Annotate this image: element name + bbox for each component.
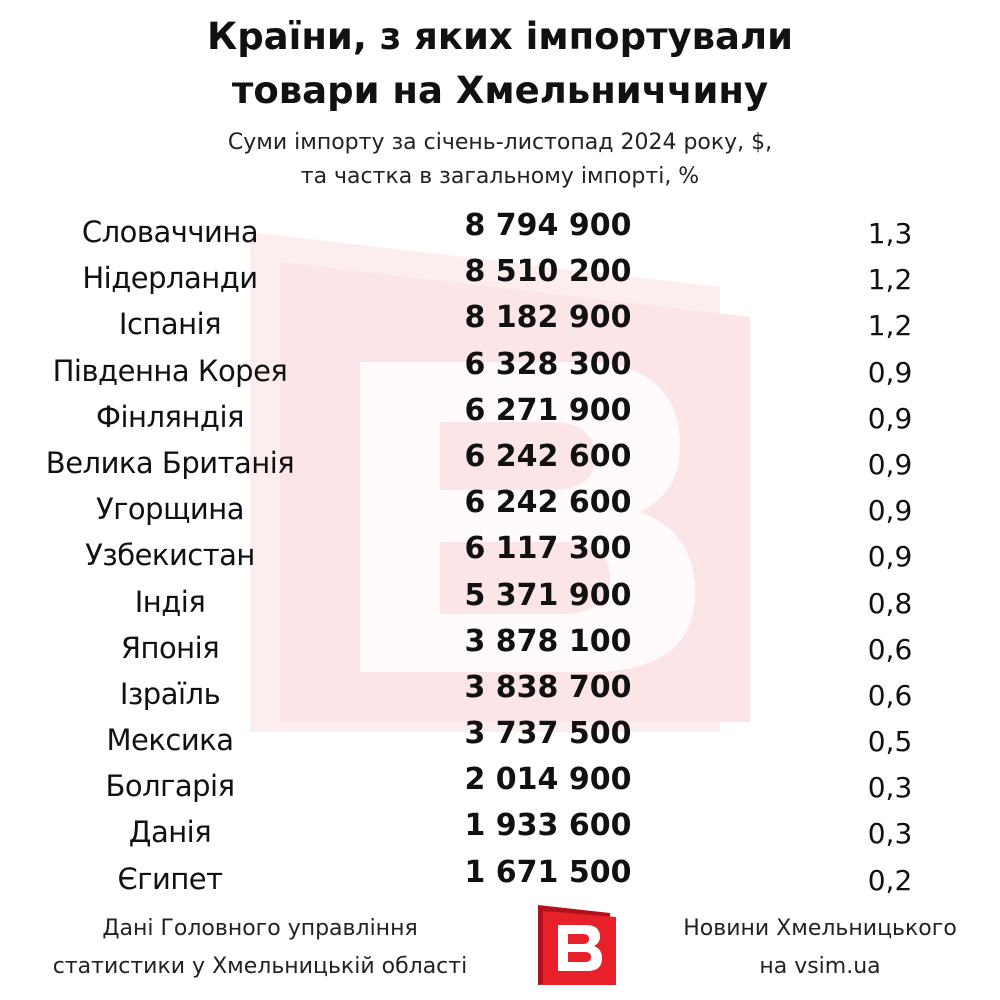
country-label: Велика Британія bbox=[45, 445, 295, 480]
share-label: 0,6 bbox=[867, 678, 913, 712]
country-label: Індія bbox=[134, 584, 206, 619]
share-label: 0,9 bbox=[867, 494, 913, 528]
share-label: 0,9 bbox=[867, 401, 913, 435]
footer-source-line-2: статистики у Хмельницькій області bbox=[52, 954, 468, 979]
import-amount-label: 6 271 900 bbox=[464, 392, 632, 428]
chart-title-line-1: Країни, з яких імпортували bbox=[206, 15, 794, 58]
table-row: Єгипет 1 671 500 0,2 bbox=[0, 853, 1000, 899]
table-row: Нідерланди 8 510 200 1,2 bbox=[0, 252, 1000, 298]
country-label: Мексика bbox=[106, 723, 234, 758]
footer-publisher-line-2: на vsim.ua bbox=[759, 954, 881, 979]
import-amount-label: 6 117 300 bbox=[464, 531, 632, 567]
import-amount-label: 8 794 900 bbox=[464, 208, 632, 243]
watermark-logo-icon bbox=[250, 232, 750, 732]
country-label: Південна Корея bbox=[52, 353, 288, 388]
table-row: Фінляндія 6 271 900 0,9 bbox=[0, 391, 1000, 437]
import-amount-label: 8 510 200 bbox=[464, 254, 632, 290]
import-amount-label: 5 371 900 bbox=[464, 577, 632, 613]
share-label: 0,5 bbox=[867, 725, 913, 759]
share-label: 0,3 bbox=[867, 817, 913, 851]
table-row: Японія 3 878 100 0,6 bbox=[0, 622, 1000, 668]
share-label: 0,8 bbox=[867, 586, 913, 620]
share-label: 1,2 bbox=[867, 309, 913, 343]
import-table: Словаччина 8 794 900 1,3 Нідерланди 8 510 20… bbox=[0, 206, 1000, 899]
country-label: Угорщина bbox=[96, 492, 244, 527]
country-label: Іспанія bbox=[118, 307, 222, 342]
country-label: Узбекистан bbox=[85, 538, 255, 573]
footer-source: Дані Головного управління статистики у Х… bbox=[0, 910, 520, 986]
table-row: Ізраїль 3 838 700 0,6 bbox=[0, 668, 1000, 714]
country-label: Ізраїль bbox=[119, 676, 221, 711]
share-label: 0,9 bbox=[867, 355, 913, 389]
import-amount-label: 8 182 900 bbox=[464, 300, 632, 336]
country-label: Єгипет bbox=[117, 861, 223, 896]
country-label: Нідерланди bbox=[82, 261, 258, 296]
table-row: Іспанія 8 182 900 1,2 bbox=[0, 298, 1000, 344]
country-label: Японія bbox=[120, 630, 220, 665]
table-row: Південна Корея 6 328 300 0,9 bbox=[0, 345, 1000, 391]
table-row: Мексика 3 737 500 0,5 bbox=[0, 714, 1000, 760]
footer-publisher: Новини Хмельницького на vsim.ua bbox=[640, 910, 1000, 986]
share-label: 1,2 bbox=[867, 263, 913, 297]
table-row: Велика Британія 6 242 600 0,9 bbox=[0, 437, 1000, 483]
table-row: Угорщина 6 242 600 0,9 bbox=[0, 483, 1000, 529]
share-label: 0,2 bbox=[867, 863, 913, 897]
vsim-logo-icon bbox=[538, 905, 616, 985]
chart-subtitle-line-1: Суми імпорту за січень-листопад 2024 рок… bbox=[227, 130, 773, 155]
table-row: Данія 1 933 600 0,3 bbox=[0, 806, 1000, 852]
share-label: 1,3 bbox=[867, 217, 913, 250]
chart-subtitle: Суми імпорту за січень-листопад 2024 рок… bbox=[0, 126, 1000, 194]
chart-title: Країни, з яких імпортували товари на Хме… bbox=[0, 10, 1000, 118]
import-amount-label: 3 838 700 bbox=[464, 669, 632, 705]
import-amount-label: 6 242 600 bbox=[464, 438, 632, 474]
import-amount-label: 3 737 500 bbox=[464, 716, 632, 752]
import-amount-label: 2 014 900 bbox=[464, 762, 632, 798]
chart-title-line-2: товари на Хмельниччину bbox=[231, 69, 769, 112]
share-label: 0,9 bbox=[867, 540, 913, 574]
table-row: Болгарія 2 014 900 0,3 bbox=[0, 760, 1000, 806]
country-label: Фінляндія bbox=[96, 399, 244, 434]
country-label: Словаччина bbox=[81, 215, 259, 249]
country-label: Данія bbox=[128, 815, 212, 850]
import-amount-label: 1 671 500 bbox=[464, 854, 632, 890]
import-amount-label: 6 242 600 bbox=[464, 485, 632, 521]
import-amount-label: 3 878 100 bbox=[464, 623, 632, 659]
import-amount-label: 1 933 600 bbox=[464, 808, 632, 844]
footer-publisher-line-1: Новини Хмельницького bbox=[683, 916, 957, 941]
chart-subtitle-line-2: та частка в загальному імпорті, % bbox=[300, 164, 700, 189]
import-amount-label: 6 328 300 bbox=[464, 346, 632, 382]
share-label: 0,3 bbox=[867, 771, 913, 805]
table-row: Індія 5 371 900 0,8 bbox=[0, 576, 1000, 622]
footer-source-line-1: Дані Головного управління bbox=[102, 916, 418, 941]
share-label: 0,6 bbox=[867, 632, 913, 666]
table-row: Узбекистан 6 117 300 0,9 bbox=[0, 529, 1000, 575]
share-label: 0,9 bbox=[867, 447, 913, 481]
table-row: Словаччина 8 794 900 1,3 bbox=[0, 206, 1000, 252]
country-label: Болгарія bbox=[105, 769, 235, 804]
